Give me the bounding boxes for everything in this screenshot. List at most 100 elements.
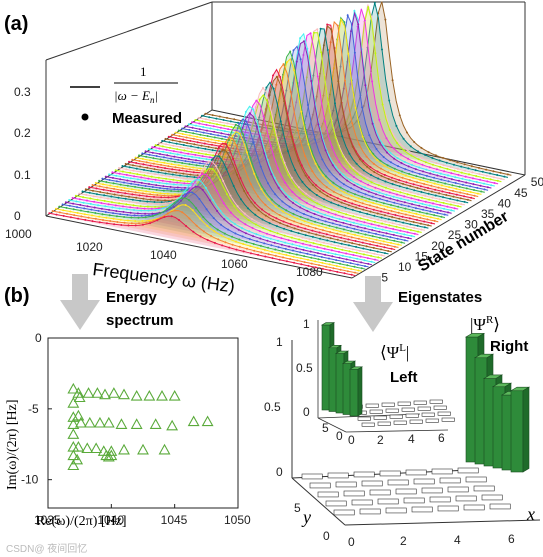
measured-point bbox=[398, 185, 401, 188]
measured-point bbox=[225, 143, 227, 145]
measured-point bbox=[418, 166, 421, 169]
measured-point bbox=[438, 192, 441, 195]
measured-point bbox=[339, 224, 341, 227]
panel-c: (c) Eigenstates 1 0.5 0 0 2 4 6 x 0 5 y … bbox=[264, 285, 541, 549]
measured-point bbox=[131, 158, 134, 161]
measured-point bbox=[178, 169, 181, 172]
measured-point bbox=[411, 163, 413, 166]
measured-point bbox=[251, 143, 253, 146]
measured-point bbox=[216, 210, 219, 212]
measured-point bbox=[468, 179, 471, 182]
measured-point bbox=[259, 237, 262, 240]
measured-point bbox=[258, 153, 261, 156]
measured-point bbox=[256, 240, 258, 243]
measured-point bbox=[284, 241, 287, 244]
measured-point bbox=[146, 172, 149, 175]
measured-point bbox=[61, 203, 64, 206]
measured-point bbox=[213, 166, 216, 169]
measured-point bbox=[311, 170, 314, 173]
measured-point bbox=[334, 136, 337, 139]
measured-point bbox=[233, 222, 236, 225]
measured-point bbox=[373, 220, 376, 223]
measured-point bbox=[159, 158, 162, 161]
measured-point bbox=[419, 222, 422, 225]
measured-point bbox=[130, 216, 133, 219]
measured-point bbox=[185, 130, 187, 133]
measured-point bbox=[269, 144, 272, 147]
measured-point bbox=[111, 206, 114, 209]
z-tick-3: 0.3 bbox=[14, 85, 31, 99]
measured-point bbox=[199, 235, 202, 238]
measured-point bbox=[401, 170, 403, 173]
measured-point bbox=[322, 94, 325, 97]
measured-point bbox=[338, 218, 341, 221]
waterfall-fill bbox=[75, 168, 382, 259]
measured-point bbox=[199, 217, 201, 220]
measured-point bbox=[387, 212, 390, 215]
measured-point bbox=[198, 198, 201, 200]
measured-point bbox=[295, 136, 298, 139]
measured-point bbox=[241, 142, 243, 145]
measured-point bbox=[386, 164, 389, 167]
measured-point bbox=[144, 185, 147, 187]
spectrum-point bbox=[71, 453, 84, 465]
measured-point bbox=[273, 153, 276, 156]
measured-point bbox=[294, 185, 297, 188]
measured-point bbox=[115, 174, 118, 177]
measured-point bbox=[407, 237, 410, 239]
measured-point bbox=[160, 163, 163, 166]
measured-point bbox=[473, 194, 476, 197]
spectrum-point bbox=[115, 418, 128, 429]
measured-point bbox=[298, 238, 301, 241]
measured-point bbox=[283, 234, 286, 237]
b-x-tick-1040: 1040 bbox=[97, 513, 124, 527]
measured-point bbox=[434, 194, 437, 197]
measured-point bbox=[190, 150, 193, 153]
measured-point bbox=[102, 183, 104, 186]
measured-point bbox=[325, 186, 328, 188]
measured-point bbox=[353, 184, 356, 187]
measured-point bbox=[269, 105, 272, 108]
measured-point bbox=[93, 200, 96, 203]
measured-point bbox=[304, 227, 307, 230]
measured-point bbox=[287, 150, 289, 153]
measured-point bbox=[400, 162, 403, 164]
measured-point bbox=[383, 246, 386, 249]
measured-point bbox=[293, 227, 296, 230]
measured-point bbox=[147, 177, 150, 180]
waterfall-fill bbox=[105, 113, 412, 240]
measured-point bbox=[150, 202, 153, 205]
measured-point bbox=[323, 205, 326, 208]
waterfall-fill bbox=[129, 69, 435, 225]
waterfall-fill bbox=[195, 7, 502, 183]
measured-point bbox=[104, 175, 107, 178]
floor-cell bbox=[385, 507, 407, 514]
measured-point bbox=[136, 178, 139, 181]
measured-point bbox=[282, 220, 285, 223]
measured-point bbox=[283, 161, 286, 164]
measured-point bbox=[94, 181, 97, 184]
measured-point bbox=[330, 243, 333, 246]
measured-point bbox=[396, 193, 398, 196]
measured-point bbox=[230, 126, 233, 128]
waterfall-fill bbox=[132, 64, 439, 223]
measured-point bbox=[436, 212, 439, 214]
measured-point bbox=[195, 130, 198, 133]
measured-point bbox=[98, 221, 101, 224]
measured-point bbox=[142, 197, 145, 200]
measured-point bbox=[280, 129, 283, 132]
measured-point bbox=[387, 250, 390, 252]
measured-point bbox=[379, 159, 382, 162]
measured-point bbox=[295, 201, 298, 204]
measured-point bbox=[361, 235, 364, 238]
measured-point bbox=[324, 213, 327, 216]
measured-point bbox=[339, 65, 342, 68]
measured-point bbox=[130, 222, 133, 225]
measured-point bbox=[199, 167, 202, 170]
measured-point bbox=[274, 193, 277, 196]
measured-point bbox=[161, 179, 164, 182]
spectrum-point bbox=[67, 397, 80, 408]
measured-point bbox=[194, 153, 197, 156]
measured-point bbox=[158, 181, 161, 184]
measured-point bbox=[405, 181, 408, 184]
